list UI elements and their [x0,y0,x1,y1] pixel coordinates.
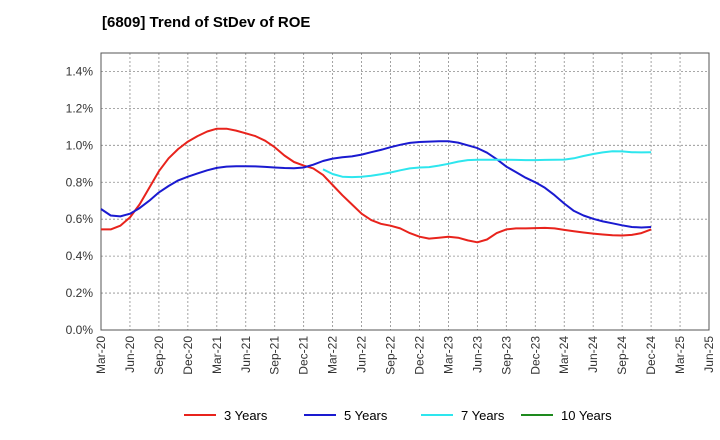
x-tick-label: Mar-20 [94,336,108,374]
x-tick-label: Jun-25 [702,336,716,373]
chart-title: [6809] Trend of StDev of ROE [102,14,311,31]
x-tick-label: Dec-22 [412,336,426,375]
x-tick-label: Dec-23 [528,336,542,375]
axis-layer: 0.0% 0.2% 0.4% 0.6% 0.8% 1.0% 1.2% 1.4% Mar-20 Ju… [66,52,716,375]
x-tick-label: Jun-20 [123,336,137,373]
x-tick-label: Sep-21 [268,336,282,375]
x-tick-label: Sep-23 [499,336,513,375]
y-tick-label: 1.0% [66,138,94,152]
legend-label: 3 Years [224,408,268,423]
legend: 3 Years 5 Years 7 Years 10 Years [184,408,612,423]
x-tick-label: Jun-22 [355,336,369,373]
plot-frame [100,52,710,331]
legend-label: 7 Years [461,408,505,423]
x-tick-label: Dec-24 [644,336,658,375]
grid-layer [100,53,710,331]
x-tick-label: Dec-20 [181,336,195,375]
x-tick-label: Mar-22 [326,336,340,374]
series-line-7-years [322,150,652,179]
series-layer [100,127,652,244]
y-tick-label: 0.0% [66,323,94,337]
x-tick-label: Mar-24 [557,336,571,374]
x-tick-label: Jun-21 [239,336,253,373]
y-tick-label: 0.4% [66,249,94,263]
x-tick-label: Mar-23 [441,336,455,374]
x-tick-label: Jun-24 [586,336,600,373]
x-tick-label: Dec-21 [297,336,311,375]
y-tick-label: 1.2% [66,101,94,115]
x-tick-label: Mar-21 [210,336,224,374]
series-line-5-years [100,140,652,229]
x-tick-label: Sep-22 [384,336,398,375]
legend-label: 5 Years [344,408,388,423]
y-tick-label: 0.6% [66,212,94,226]
x-tick-label: Mar-25 [673,336,687,374]
x-tick-label: Sep-24 [615,336,629,375]
y-tick-label: 0.8% [66,175,94,189]
series-line-3-years [101,127,652,244]
y-tick-label: 0.2% [66,286,94,300]
legend-label: 10 Years [561,408,612,423]
x-tick-label: Jun-23 [470,336,484,373]
y-tick-label: 1.4% [66,64,94,78]
x-tick-label: Sep-20 [152,336,166,375]
